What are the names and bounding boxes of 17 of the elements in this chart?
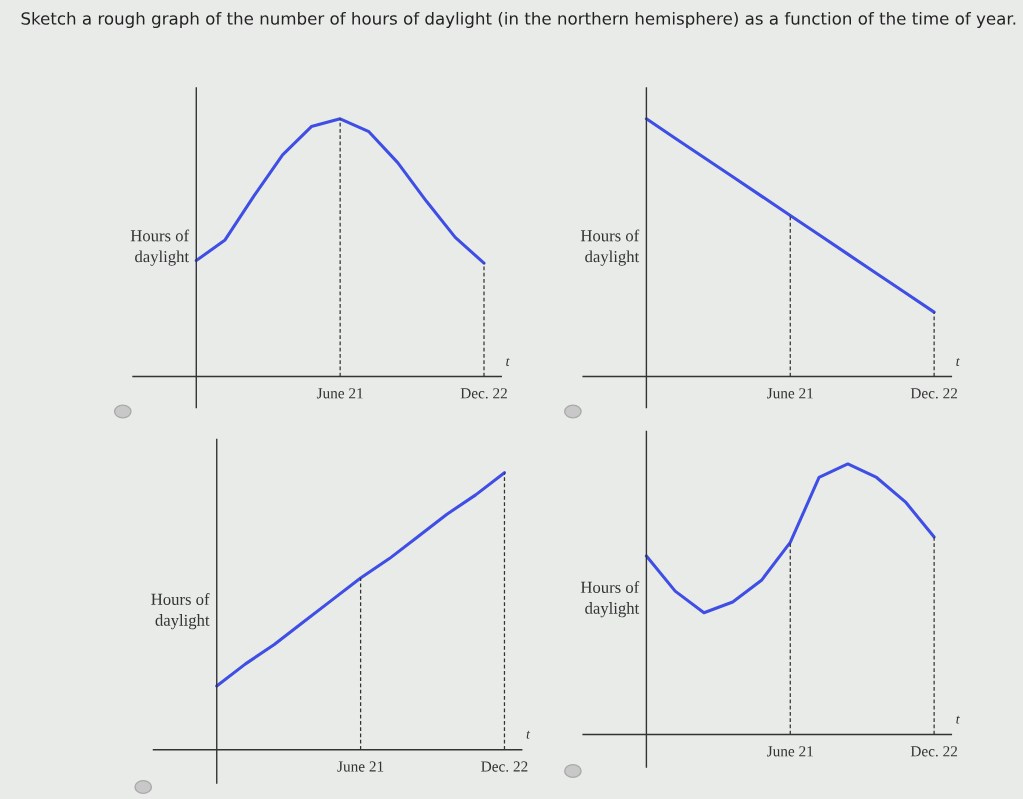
x-axis-title: t — [526, 730, 531, 739]
x-axis-title: t — [956, 715, 960, 724]
x-tick-label: Dec. 22 — [910, 388, 958, 399]
x-tick-label: Dec. 22 — [910, 746, 958, 757]
x-tick-label: June 21 — [767, 746, 813, 757]
x-tick-label: Dec. 22 — [481, 761, 528, 772]
y-axis-title: Hours of daylight — [580, 229, 640, 266]
x-axis-title: t — [956, 358, 960, 367]
y-axis-title: Hours of daylight — [130, 229, 190, 266]
x-tick-label: June 21 — [337, 761, 384, 772]
x-tick-label: June 21 — [767, 388, 813, 399]
y-axis-title: Hours of daylight — [151, 593, 210, 630]
y-axis-title: Hours of daylight — [580, 581, 640, 618]
x-axis-title: t — [506, 358, 510, 367]
chart-title: Sketch a rough graph of the number of hours of daylight (in the northern hemisphere) as a function of the time of year. — [21, 11, 1016, 29]
x-tick-label: Dec. 22 — [460, 388, 507, 399]
x-tick-label: June 21 — [316, 388, 363, 399]
